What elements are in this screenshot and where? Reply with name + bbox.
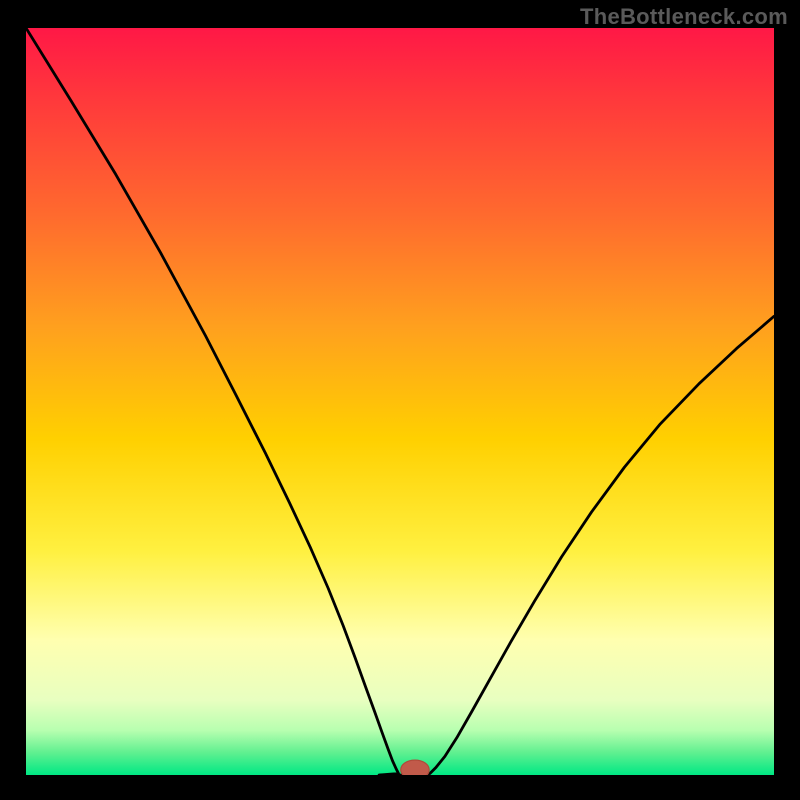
heatmap-background xyxy=(26,28,774,775)
watermark-text: TheBottleneck.com xyxy=(580,4,788,30)
chart-frame: TheBottleneck.com xyxy=(0,0,800,800)
plot-area xyxy=(26,28,774,775)
optimal-point-marker xyxy=(401,760,429,775)
plot-svg xyxy=(26,28,774,775)
